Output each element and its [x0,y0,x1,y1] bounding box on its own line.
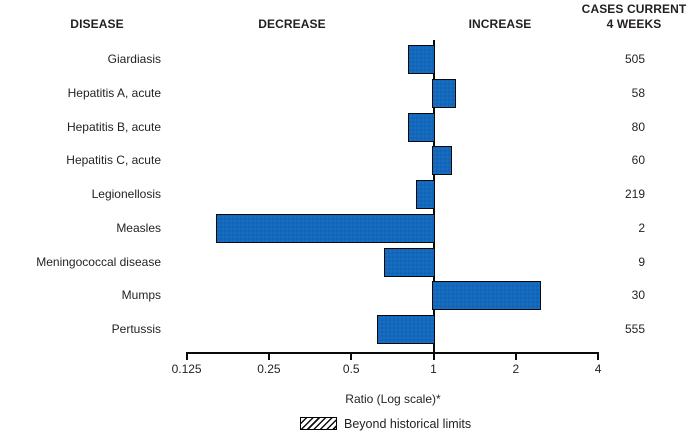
chart-row: Meningococcal disease 9 [0,248,696,277]
column-header-decrease: DECREASE [258,17,326,31]
axis-tick-label: 0.5 [342,362,360,376]
hatched-swatch-icon [300,417,337,430]
cases-value: 30 [631,288,645,302]
ratio-bar [376,315,435,344]
cases-value: 505 [624,52,645,66]
x-axis-line [186,352,599,354]
chart-row: Measles 2 [0,214,696,243]
chart-row: Legionellosis 219 [0,180,696,209]
disease-label: Hepatitis C, acute [66,153,161,167]
chart-row: Hepatitis A, acute 58 [0,79,696,108]
column-header-disease: DISEASE [70,17,124,31]
ratio-bar [215,214,435,243]
legend-label: Beyond historical limits [344,417,472,431]
disease-label: Pertussis [111,322,161,336]
axis-tick: 0.125 [172,352,202,376]
ratio-bar [408,45,435,74]
axis-tick-label: 0.25 [257,362,281,376]
axis-tick: 2 [512,352,519,376]
chart-row: Pertussis 555 [0,315,696,344]
cases-value: 219 [624,187,645,201]
axis-tick: 0.25 [257,352,281,376]
cases-value: 2 [638,221,645,235]
chart-row: Giardiasis 505 [0,45,696,74]
disease-label: Legionellosis [91,187,161,201]
axis-tick: 0.5 [343,352,360,376]
ratio-bar [415,180,435,209]
chart-row: Mumps 30 [0,281,696,310]
column-header-increase: INCREASE [468,17,532,31]
cases-value: 9 [638,255,645,269]
ratio-bar [432,79,457,108]
cases-value: 60 [631,153,645,167]
disease-label: Hepatitis A, acute [67,86,161,100]
axis-tick-label: 2 [512,362,520,376]
ratio-bar [432,146,453,175]
ratio-bar [408,113,435,142]
chart-row: Hepatitis B, acute 80 [0,113,696,142]
axis-tick-label: 0.125 [171,362,202,376]
cases-value: 80 [631,120,645,134]
column-header-cases-line1: CASES CURRENT [581,2,687,16]
cases-value: 555 [624,322,645,336]
disease-label: Measles [116,221,161,235]
column-header-cases-line2: 4 WEEKS [606,17,662,31]
axis-tick-label: 1 [430,362,437,376]
disease-label: Meningococcal disease [36,255,161,269]
cases-value: 58 [631,86,645,100]
chart-row: Hepatitis C, acute 60 [0,146,696,175]
ratio-bar [432,281,542,310]
ratio-bar [384,248,435,277]
x-axis-label: Ratio (Log scale)* [345,392,441,406]
disease-label: Mumps [121,288,161,302]
axis-tick-label: 4 [594,362,602,376]
disease-label: Hepatitis B, acute [66,120,161,134]
axis-tick: 4 [595,352,601,376]
axis-tick: 1 [430,352,437,376]
disease-label: Giardiasis [107,52,161,66]
